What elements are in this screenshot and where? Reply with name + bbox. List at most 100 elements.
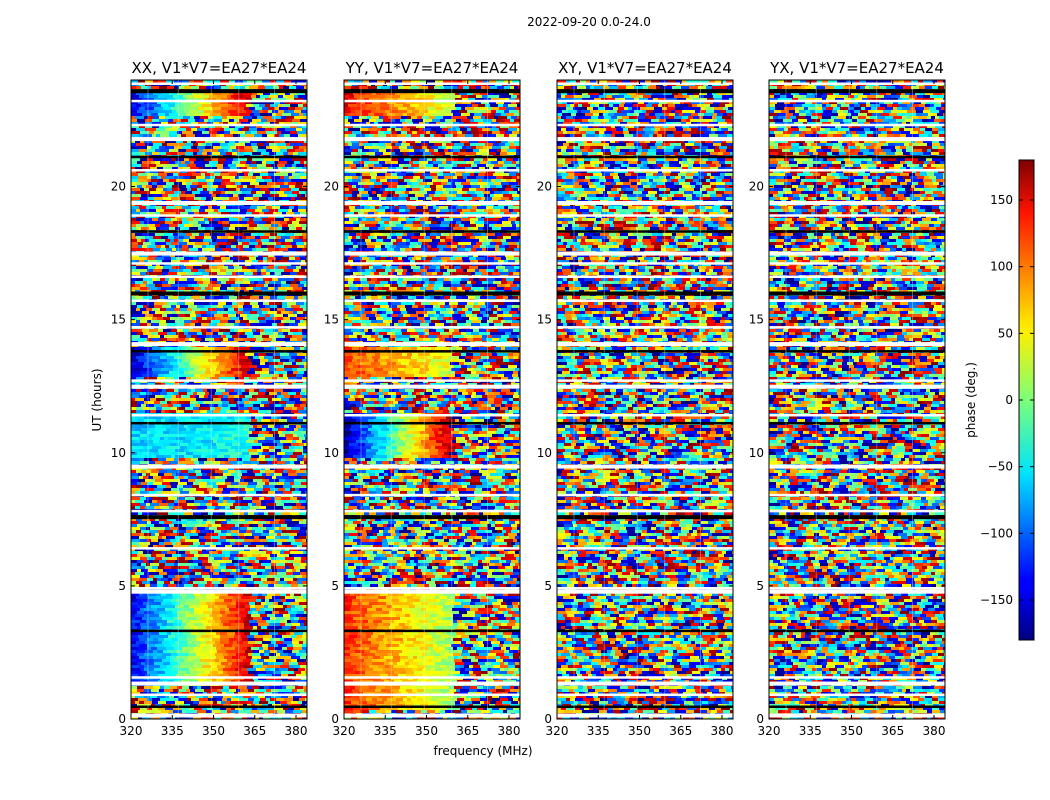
flagged-row: [769, 214, 945, 217]
y-tick-label: 5: [544, 579, 552, 593]
x-tick-label: 350: [628, 724, 651, 738]
x-tick-label: 365: [243, 724, 266, 738]
y-tick-label: 0: [331, 712, 339, 726]
flagged-row: [131, 629, 307, 633]
flagged-row: [344, 230, 520, 233]
x-tick-label: 350: [202, 724, 225, 738]
flagged-row: [557, 713, 733, 718]
y-tick-label: 15: [749, 313, 764, 327]
flagged-row: [557, 137, 733, 142]
flagged-row: [131, 384, 307, 389]
flagged-row: [344, 326, 520, 329]
flagged-row: [769, 342, 945, 347]
flagged-channel: [603, 80, 605, 719]
axes-frame: [768, 79, 946, 720]
y-tick-label: 20: [537, 180, 552, 194]
x-tick-label: 380: [711, 724, 734, 738]
panel-title: YY, V1*V7=EA27*EA24: [345, 59, 519, 77]
colorbar-label: phase (deg.): [964, 362, 978, 438]
flagged-row: [344, 421, 520, 425]
x-tick-label: 335: [799, 724, 822, 738]
flagged-row: [557, 89, 733, 94]
y-tick-label: 20: [111, 180, 126, 194]
flagged-channel: [636, 80, 638, 719]
flagged-row: [769, 629, 945, 633]
flagged-row: [557, 350, 733, 353]
flagged-row: [769, 421, 945, 425]
y-tick-label: 10: [324, 446, 339, 460]
flagged-row: [131, 493, 307, 497]
flagged-row: [131, 589, 307, 594]
flagged-row: [131, 379, 307, 382]
x-tick-label: 350: [415, 724, 438, 738]
flagged-channel: [487, 80, 488, 719]
flagged-row: [344, 547, 520, 550]
y-tick-label: 5: [331, 579, 339, 593]
flagged-row: [344, 99, 520, 103]
flagged-row: [557, 169, 733, 172]
flagged-row: [557, 342, 733, 347]
colorbar-tick-label: −150: [980, 593, 1013, 607]
panel-yx: YX, V1*V7=EA27*EA24 320 335 350 365 380 0 5 10 15…: [749, 59, 946, 738]
colorbar-tick-label: −100: [980, 526, 1013, 540]
flagged-row: [131, 464, 307, 469]
flagged-row: [131, 509, 307, 513]
flagged-row: [769, 169, 945, 172]
x-tick-label: 365: [669, 724, 692, 738]
flagged-row: [557, 464, 733, 469]
flagged-row: [769, 681, 945, 686]
flagged-row: [557, 326, 733, 329]
flagged-row: [557, 509, 733, 513]
y-tick-label: 20: [324, 180, 339, 194]
flagged-row: [344, 509, 520, 513]
y-tick-label: 5: [118, 579, 126, 593]
flagged-row: [769, 251, 945, 256]
flagged-row: [557, 384, 733, 389]
x-tick-label: 365: [881, 724, 904, 738]
axes-frame: [130, 79, 308, 720]
flagged-row: [131, 82, 307, 85]
y-tick-label: 15: [111, 313, 126, 327]
y-tick-label: 15: [537, 313, 552, 327]
flagged-row: [557, 99, 733, 103]
flagged-row: [131, 547, 307, 550]
panel-title: YX, V1*V7=EA27*EA24: [769, 59, 944, 77]
flagged-row: [769, 587, 945, 590]
flagged-row: [769, 262, 945, 265]
flagged-row: [769, 464, 945, 469]
flagged-row: [131, 137, 307, 142]
x-tick-label: 380: [923, 724, 946, 738]
flagged-channel: [274, 80, 275, 719]
flagged-row: [344, 515, 520, 520]
flagged-row: [769, 99, 945, 103]
flagged-row: [131, 214, 307, 217]
phase-heatmap-yy: [344, 80, 520, 719]
y-tick-label: 15: [324, 313, 339, 327]
colorbar: −150 −100 −50 0 50 100 150 phase (deg.): [964, 159, 1035, 641]
panels-group: XX, V1*V7=EA27*EA24 320 335 350 365 380 0 5 10 15…: [111, 59, 946, 738]
flagged-row: [769, 676, 945, 679]
flagged-row: [344, 299, 520, 302]
x-tick-label: 335: [587, 724, 610, 738]
y-tick-label: 10: [749, 446, 764, 460]
flagged-row: [344, 200, 520, 205]
flagged-row: [131, 251, 307, 256]
flagged-row: [769, 713, 945, 718]
flagged-row: [557, 299, 733, 302]
flagged-row: [344, 350, 520, 353]
flagged-row: [769, 275, 945, 279]
flagged-row: [344, 713, 520, 718]
flagged-row: [131, 262, 307, 265]
x-tick-label: 380: [498, 724, 521, 738]
flagged-channel: [700, 80, 701, 719]
flagged-row: [131, 693, 307, 697]
flagged-row: [557, 421, 733, 425]
phase-heatmap-xy: [557, 80, 733, 719]
flagged-row: [557, 705, 733, 709]
flagged-row: [344, 676, 520, 679]
flagged-row: [344, 262, 520, 265]
flagged-row: [557, 82, 733, 85]
flagged-row: [557, 291, 733, 296]
flagged-row: [131, 587, 307, 590]
